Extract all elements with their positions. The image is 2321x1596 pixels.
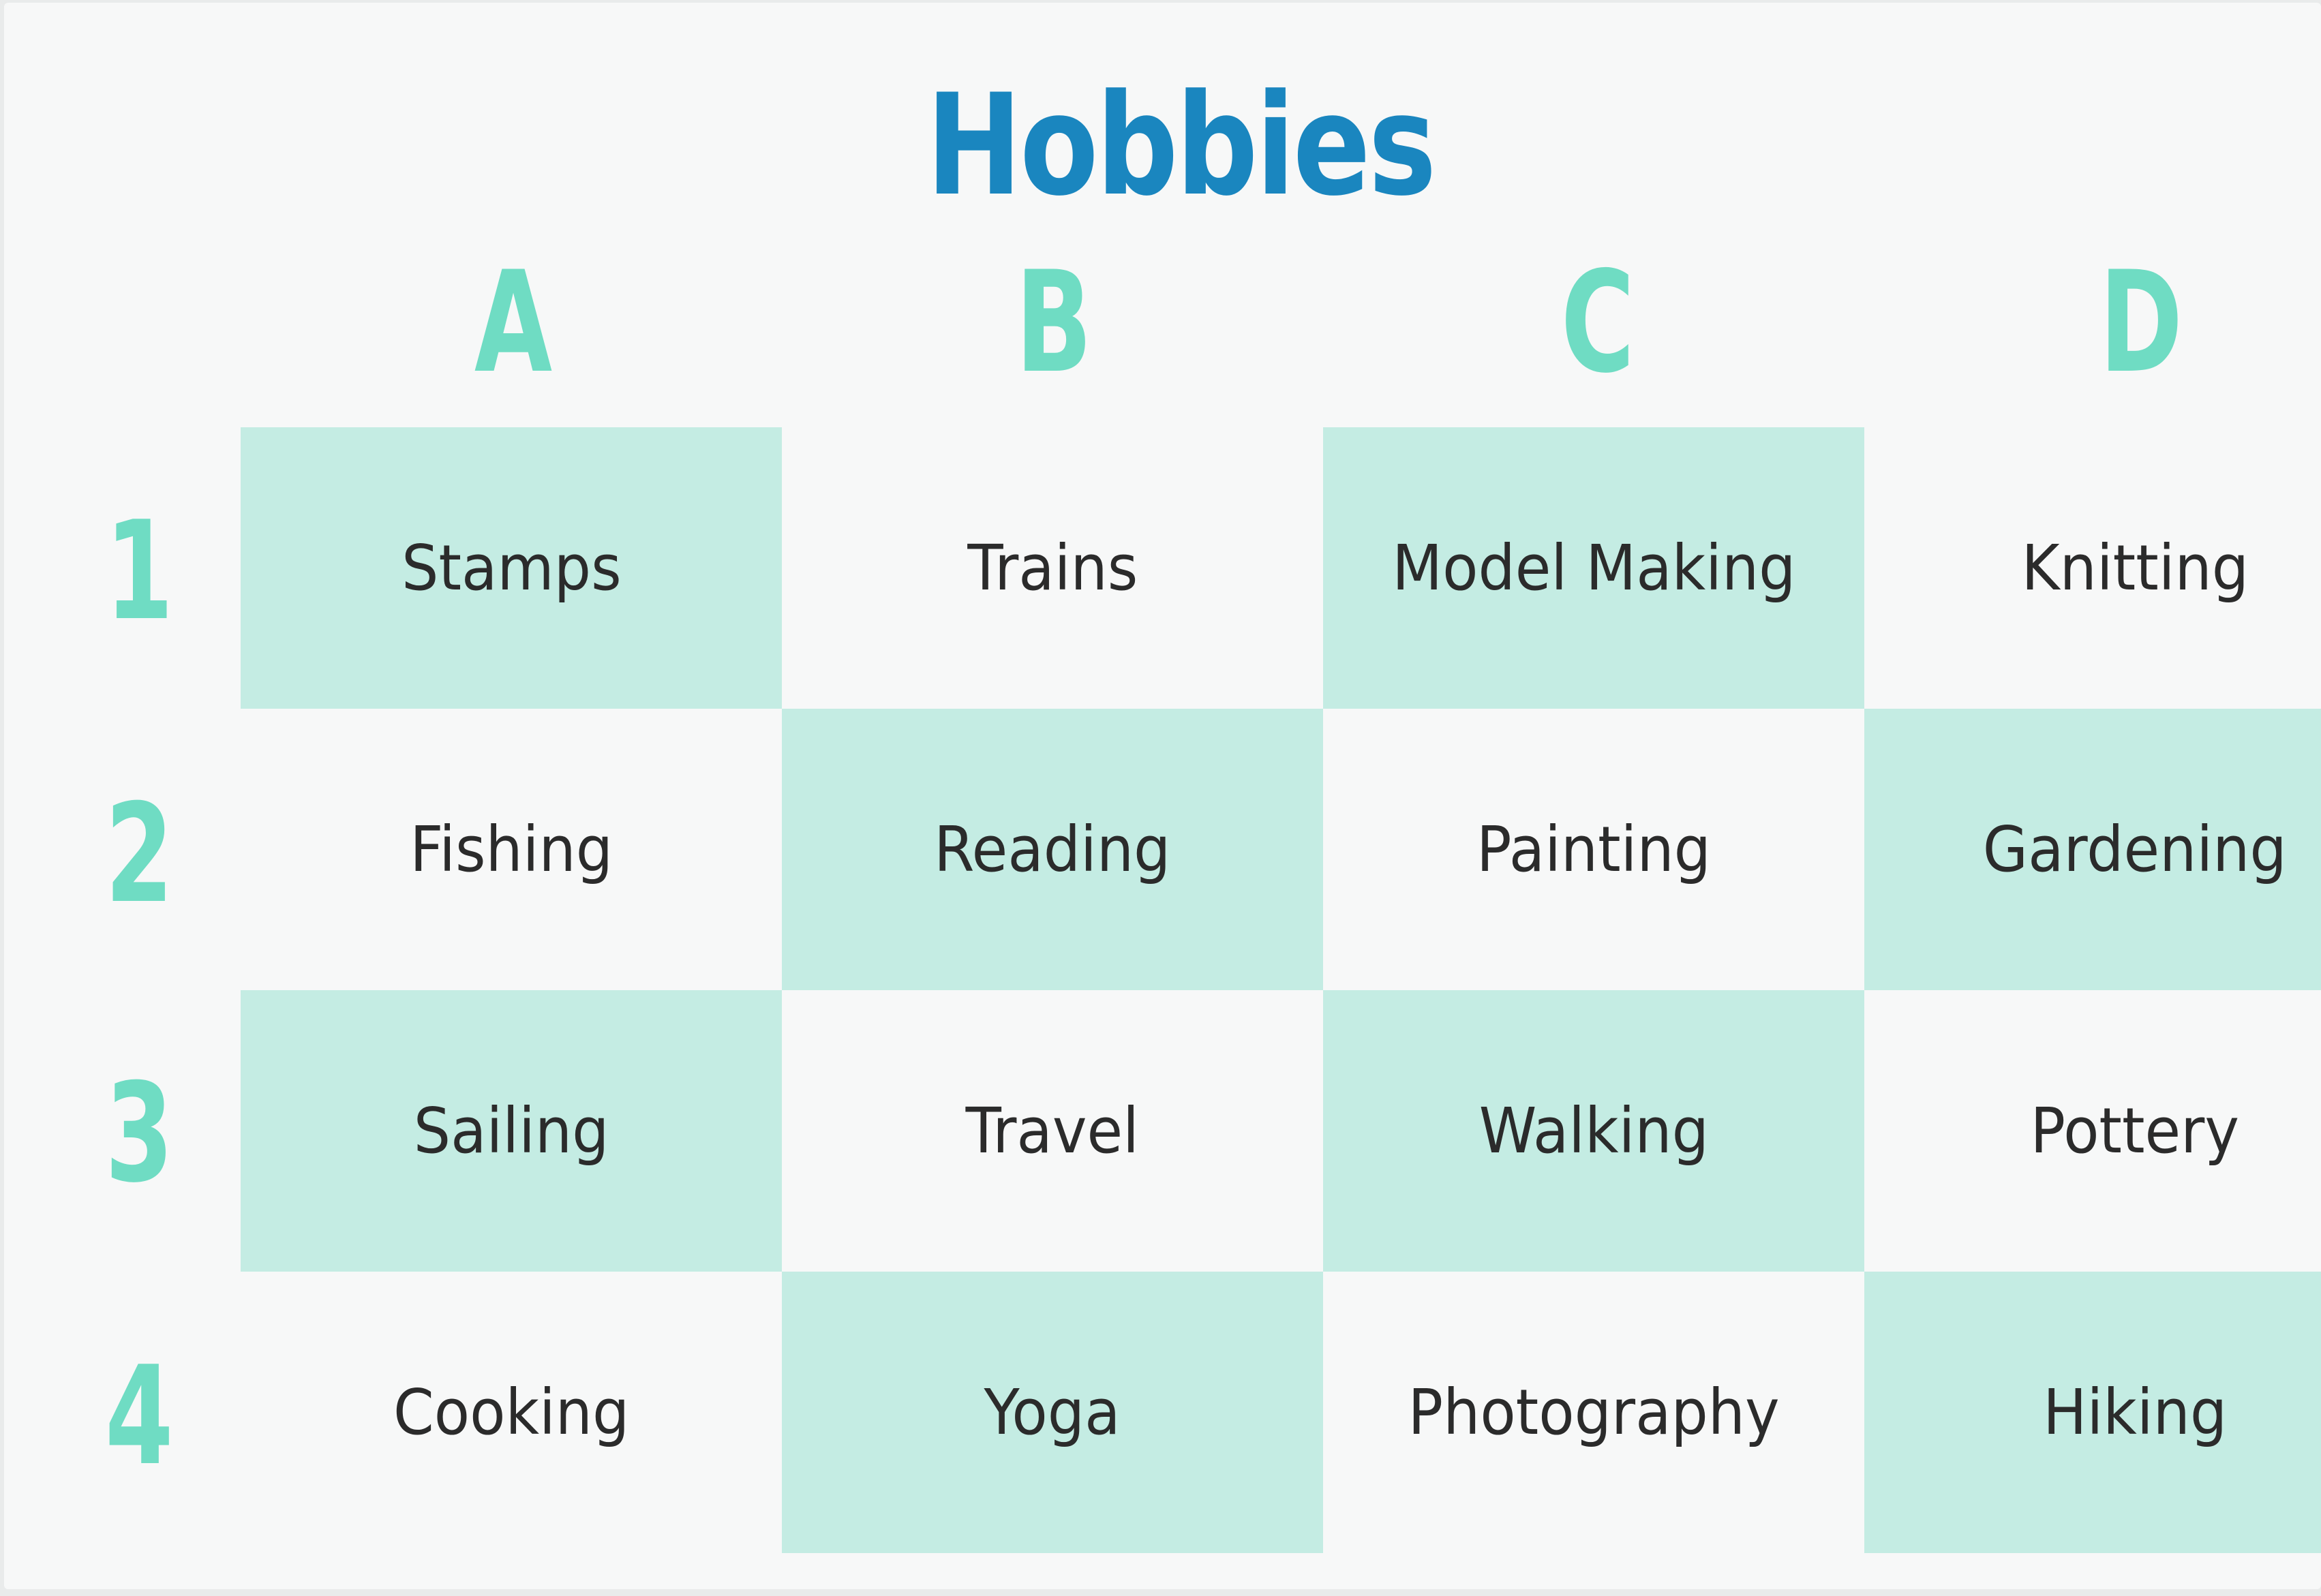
cell-label: Walking	[1478, 1094, 1709, 1167]
row-label-2: 2	[105, 775, 174, 934]
page-title: Hobbies	[926, 65, 1437, 227]
grid-cell-d3: Pottery	[1864, 990, 2321, 1272]
grid-cell-c3: Walking	[1323, 990, 1864, 1272]
grid-cell-c1: Model Making	[1323, 427, 1864, 709]
hobbies-card: Hobbies A B C D 1 2 3 4 Stamps Trains Mo…	[4, 3, 2321, 1589]
cell-label: Cooking	[393, 1376, 630, 1449]
grid-cell-b1: Trains	[782, 427, 1323, 709]
column-label-d: D	[2099, 242, 2183, 404]
grid-cell-d1: Knitting	[1864, 427, 2321, 709]
row-label-3: 3	[105, 1054, 174, 1213]
cell-label: Travel	[965, 1094, 1140, 1167]
cell-label: Hiking	[2043, 1376, 2227, 1449]
grid-cell-c2: Painting	[1323, 709, 1864, 990]
cell-label: Trains	[967, 532, 1138, 604]
cell-label: Stamps	[401, 532, 622, 604]
grid-cell-b3: Travel	[782, 990, 1323, 1272]
grid-cell-d2: Gardening	[1864, 709, 2321, 990]
cell-label: Yoga	[984, 1376, 1121, 1449]
cell-label: Painting	[1476, 813, 1712, 886]
grid-cell-b4: Yoga	[782, 1272, 1323, 1553]
grid-cell-a3: Sailing	[241, 990, 782, 1272]
grid-cell-d4: Hiking	[1864, 1272, 2321, 1553]
column-label-c: C	[1560, 242, 1635, 404]
grid-cell-a4: Cooking	[241, 1272, 782, 1553]
cell-label: Gardening	[1983, 813, 2287, 886]
row-label-1: 1	[105, 492, 174, 651]
column-label-b: B	[1015, 242, 1093, 404]
row-label-4: 4	[105, 1337, 174, 1496]
cell-label: Model Making	[1391, 532, 1796, 604]
column-label-a: A	[474, 242, 553, 404]
cell-label: Knitting	[2021, 532, 2249, 604]
cell-label: Fishing	[410, 813, 613, 886]
grid-cell-a2: Fishing	[241, 709, 782, 990]
grid-cell-c4: Photography	[1323, 1272, 1864, 1553]
grid-cell-a1: Stamps	[241, 427, 782, 709]
grid-cell-b2: Reading	[782, 709, 1323, 990]
cell-label: Photography	[1408, 1376, 1780, 1449]
cell-label: Reading	[934, 813, 1171, 886]
cell-label: Sailing	[413, 1094, 609, 1167]
cell-label: Pottery	[2030, 1094, 2240, 1167]
